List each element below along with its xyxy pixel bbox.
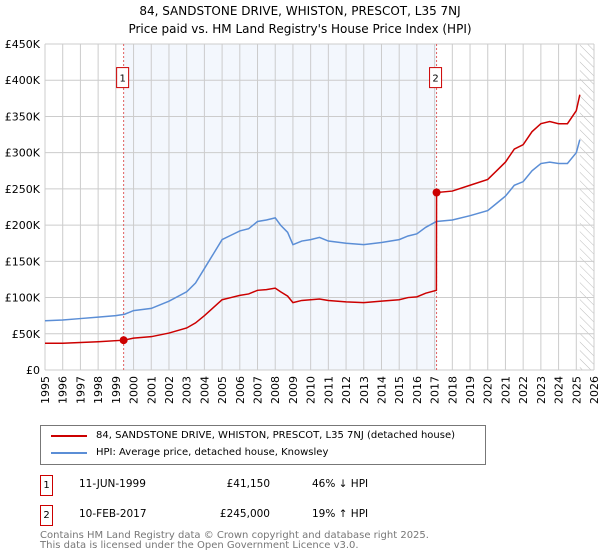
y-tick-label: £0 — [26, 364, 40, 377]
x-tick-label: 2017 — [429, 376, 442, 404]
table-row: 2 10-FEB-2017 £245,000 19% ↑ HPI — [40, 505, 440, 526]
x-tick-label: 2025 — [570, 376, 583, 404]
x-tick-label: 2010 — [305, 376, 318, 404]
table-row: 1 11-JUN-1999 £41,150 46% ↓ HPI — [40, 475, 440, 496]
series-line — [45, 94, 581, 344]
legend-label: HPI: Average price, detached house, Know… — [96, 447, 329, 458]
x-tick-label: 2011 — [322, 376, 335, 404]
legend-swatch — [51, 434, 87, 437]
sale-badge: 1 — [40, 475, 53, 496]
x-tick-label: 2015 — [393, 376, 406, 404]
sale-point — [119, 336, 128, 345]
x-tick-label: 2001 — [145, 376, 158, 404]
x-tick-label: 2008 — [269, 376, 282, 404]
sale-hpi: 46% ↓ HPI — [312, 478, 369, 490]
series-line — [44, 139, 581, 322]
subtitle-line: Price paid vs. HM Land Registry's House … — [128, 22, 472, 36]
x-tick-label: 1995 — [39, 376, 52, 404]
shaded-period — [123, 44, 437, 370]
legend-item-property: 84, SANDSTONE DRIVE, WHISTON, PRESCOT, L… — [51, 430, 455, 441]
x-tick-label: 2003 — [181, 376, 194, 404]
x-tick-label: 2009 — [287, 376, 300, 404]
x-tick-label: 2005 — [216, 376, 229, 404]
price-chart: 1995 1996 1997 1998 1999 2000 2001 2002 2003 2004… — [5, 38, 600, 404]
x-tick-label: 1998 — [92, 376, 105, 404]
x-tick-label: 2002 — [163, 376, 176, 404]
sale-price: £41,150 — [226, 478, 270, 490]
y-tick-label: £150K — [5, 255, 41, 268]
sale-price: £245,000 — [219, 508, 270, 520]
y-tick-label: £200K — [5, 219, 41, 232]
x-tick-label: 2024 — [553, 376, 566, 404]
sale-date: 11-JUN-1999 — [79, 478, 146, 490]
sale-marker-badge — [116, 67, 130, 89]
future-hatch — [579, 44, 594, 370]
chart-title: 84, SANDSTONE DRIVE, WHISTON, PRESCOT, L… — [0, 2, 600, 38]
title-line: 84, SANDSTONE DRIVE, WHISTON, PRESCOT, L… — [139, 4, 461, 18]
legend-swatch — [51, 451, 87, 454]
x-tick-label: 1997 — [74, 376, 87, 404]
x-tick-label: 2026 — [588, 376, 600, 404]
x-tick-label: 2019 — [464, 376, 477, 404]
sale-point — [432, 188, 441, 197]
x-tick-label: 2007 — [252, 376, 265, 404]
y-tick-label: £50K — [12, 328, 41, 341]
footer-line: Contains HM Land Registry data © Crown c… — [40, 530, 429, 541]
y-tick-label: £300K — [5, 147, 41, 160]
legend-item-hpi: HPI: Average price, detached house, Know… — [51, 447, 328, 458]
legend: 84, SANDSTONE DRIVE, WHISTON, PRESCOT, L… — [40, 425, 486, 465]
legend-label: 84, SANDSTONE DRIVE, WHISTON, PRESCOT, L… — [96, 430, 456, 441]
y-tick-label: £350K — [5, 110, 41, 123]
x-tick-label: 2021 — [499, 376, 512, 404]
footer-line: This data is licensed under the Open Gov… — [40, 540, 359, 551]
sale-date: 10-FEB-2017 — [79, 508, 147, 520]
sale-marker-badge — [429, 67, 443, 89]
x-tick-label: 2013 — [358, 376, 371, 404]
x-tick-label: 2004 — [198, 376, 211, 404]
x-tick-label: 2012 — [340, 376, 353, 404]
x-tick-label: 2014 — [375, 376, 388, 404]
y-tick-label: £450K — [5, 38, 41, 51]
x-tick-label: 2000 — [128, 376, 141, 404]
footer: Contains HM Land Registry data © Crown c… — [40, 531, 429, 551]
y-tick-label: £250K — [5, 183, 41, 196]
x-tick-label: 1999 — [110, 376, 123, 404]
y-tick-label: £400K — [5, 74, 41, 87]
x-tick-label: 2023 — [535, 376, 548, 404]
x-tick-label: 1996 — [57, 376, 70, 404]
x-tick-label: 2006 — [234, 376, 247, 404]
x-tick-label: 2018 — [446, 376, 459, 404]
y-tick-label: £100K — [5, 292, 41, 305]
x-tick-label: 2016 — [411, 376, 424, 404]
x-tick-label: 2020 — [482, 376, 495, 404]
x-tick-label: 2022 — [517, 376, 530, 404]
sale-marker-label: 2 — [432, 74, 438, 85]
sale-badge: 2 — [40, 505, 53, 526]
sale-hpi: 19% ↑ HPI — [312, 508, 369, 520]
sale-marker-label: 1 — [119, 74, 125, 85]
